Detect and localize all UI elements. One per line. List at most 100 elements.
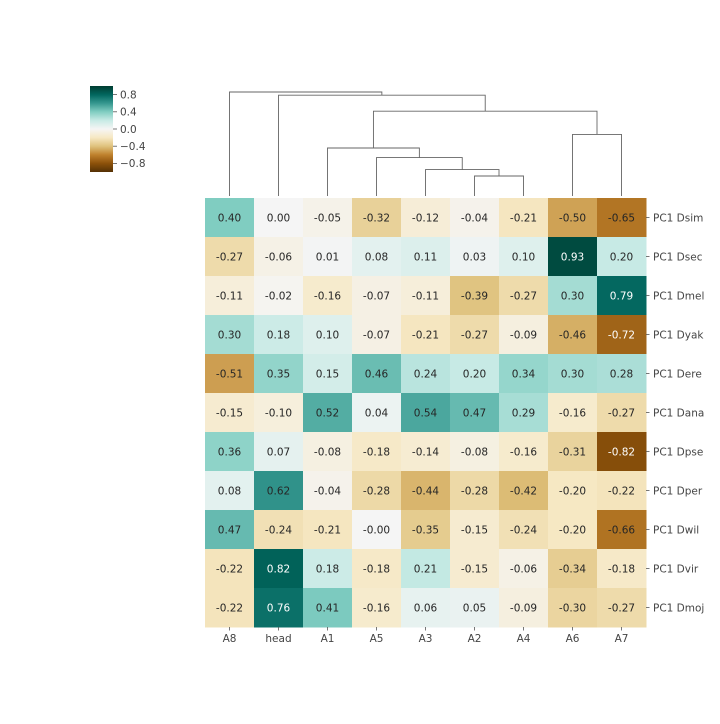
cell-value-label: -0.09 [510, 603, 537, 615]
heatmap-cell [499, 549, 549, 589]
cell-value-label: -0.16 [314, 291, 341, 303]
cell-value-label: -0.31 [559, 447, 586, 459]
cell-value-label: 0.35 [267, 369, 290, 381]
cell-value-label: 0.15 [316, 369, 339, 381]
cell-value-label: -0.18 [363, 564, 390, 576]
heatmap-cell [254, 588, 304, 628]
cell-value-label: -0.22 [216, 603, 243, 615]
heatmap-cells: 0.40 0.00 -0.05 -0.32 -0.12 -0.04 -0.21 -0.50 -0… [205, 198, 647, 628]
cell-value-label: -0.04 [461, 213, 488, 225]
heatmap-cell [499, 588, 549, 628]
heatmap-cell [548, 549, 598, 589]
heatmap-cell [205, 549, 255, 589]
cell-value-label: 0.21 [414, 564, 437, 576]
heatmap-cell [205, 393, 255, 433]
cell-value-label: -0.72 [608, 330, 635, 342]
heatmap-cell [450, 549, 500, 589]
cell-value-label: 0.08 [218, 486, 241, 498]
cell-value-label: -0.27 [216, 252, 243, 264]
cell-value-label: 0.36 [218, 447, 242, 459]
cell-value-label: -0.04 [314, 486, 341, 498]
heatmap-cell [352, 237, 402, 277]
cell-value-label: -0.82 [608, 447, 635, 459]
cell-value-label: -0.15 [461, 564, 488, 576]
heatmap-cell [401, 432, 451, 472]
cell-value-label: -0.08 [461, 447, 488, 459]
cell-value-label: -0.39 [461, 291, 488, 303]
cell-value-label: 0.54 [414, 408, 438, 420]
cell-value-label: -0.42 [510, 486, 537, 498]
heatmap-cell [450, 588, 500, 628]
cell-value-label: 0.18 [316, 564, 339, 576]
heatmap-cell [548, 510, 598, 550]
cell-value-label: 0.47 [463, 408, 486, 420]
cell-value-label: -0.46 [559, 330, 586, 342]
cell-value-label: -0.65 [608, 213, 635, 225]
cell-value-label: 0.04 [365, 408, 389, 420]
cell-value-label: -0.18 [608, 564, 635, 576]
column-label: A8 [223, 633, 237, 645]
cell-value-label: -0.27 [608, 408, 635, 420]
column-labels: A8 head A1 A5 A3 A2 A4 A6 A7 [223, 627, 628, 645]
cell-value-label: -0.15 [216, 408, 243, 420]
heatmap-cell [499, 237, 549, 277]
cell-value-label: -0.02 [265, 291, 292, 303]
cell-value-label: 0.18 [267, 330, 290, 342]
heatmap-cell [597, 510, 647, 550]
cell-value-label: -0.44 [412, 486, 439, 498]
heatmap-cell [450, 198, 500, 238]
row-labels: PC1 Dsim PC1 Dsec PC1 Dmel PC1 Dyak PC1 Dere… [646, 213, 704, 615]
heatmap-cell [254, 549, 304, 589]
cell-value-label: -0.27 [608, 603, 635, 615]
colorbar-gradient [90, 86, 113, 172]
cell-value-label: -0.00 [363, 525, 390, 537]
heatmap-cell [597, 354, 647, 394]
heatmap-cell [205, 198, 255, 238]
heatmap-cell [548, 315, 598, 355]
row-label: PC1 Dper [653, 486, 703, 498]
row-label: PC1 Dvir [653, 564, 699, 576]
cell-value-label: -0.22 [216, 564, 243, 576]
column-label: A3 [419, 633, 433, 645]
cell-value-label: 0.40 [218, 213, 241, 225]
heatmap-cell [597, 549, 647, 589]
cell-value-label: 0.79 [610, 291, 633, 303]
heatmap-cell [597, 432, 647, 472]
heatmap-cell [352, 549, 402, 589]
heatmap-cell [254, 198, 304, 238]
heatmap-cell [548, 354, 598, 394]
heatmap-cell [450, 276, 500, 316]
heatmap-cell [303, 588, 353, 628]
heatmap-cell [401, 393, 451, 433]
heatmap-cell [401, 354, 451, 394]
dendrogram-link [327, 147, 420, 196]
cell-value-label: -0.11 [216, 291, 243, 303]
cell-value-label: -0.35 [412, 525, 439, 537]
cell-value-label: 0.30 [561, 291, 584, 303]
heatmap-cell [352, 393, 402, 433]
heatmap-cell [499, 510, 549, 550]
cell-value-label: 0.10 [316, 330, 339, 342]
heatmap-cell [548, 237, 598, 277]
heatmap-cell [352, 198, 402, 238]
heatmap-cell [401, 198, 451, 238]
cell-value-label: -0.21 [314, 525, 341, 537]
heatmap-cell [205, 354, 255, 394]
cell-value-label: 0.00 [267, 213, 290, 225]
heatmap-cell [499, 198, 549, 238]
cell-value-label: 0.76 [267, 603, 291, 615]
heatmap-cell [499, 471, 549, 511]
heatmap-cell [352, 315, 402, 355]
cell-value-label: 0.24 [414, 369, 438, 381]
cell-value-label: 0.82 [267, 564, 290, 576]
heatmap-cell [303, 549, 353, 589]
heatmap-cell [401, 549, 451, 589]
colorbar-tick-label: −0.4 [120, 141, 146, 153]
heatmap-cell [205, 588, 255, 628]
cell-value-label: -0.08 [314, 447, 341, 459]
column-label: A2 [468, 633, 482, 645]
heatmap-cell [303, 198, 353, 238]
heatmap-cell [597, 393, 647, 433]
heatmap-cell [303, 237, 353, 277]
